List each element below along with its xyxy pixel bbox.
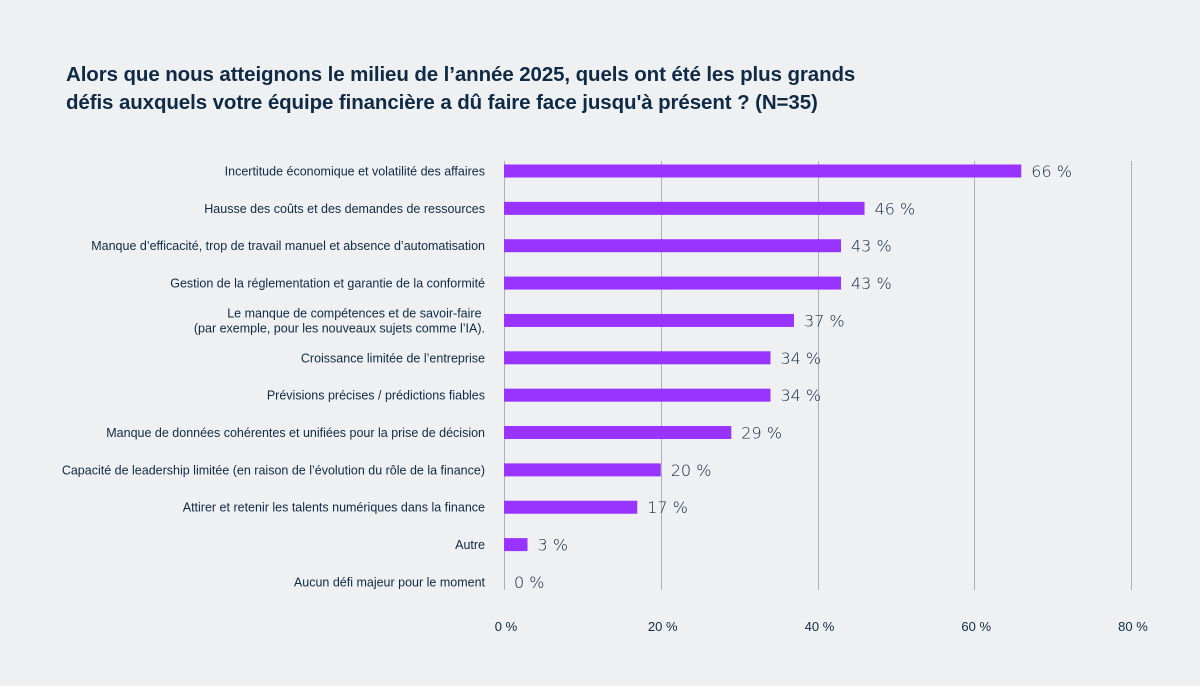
bar xyxy=(504,201,865,215)
bars xyxy=(504,164,1022,552)
bar xyxy=(504,239,842,253)
x-tick-label: 0 % xyxy=(495,619,518,634)
value-labels: 66 % 46 % 43 % 43 % 37 % 34 % 34 % 29 % 20 % 17 %… xyxy=(514,162,1072,592)
x-tick-label: 40 % xyxy=(805,619,835,634)
bar xyxy=(504,388,771,402)
category-label: Le manque de compétences et de savoir-fa… xyxy=(194,306,485,335)
value-label: 43 % xyxy=(851,237,892,256)
value-label: 34 % xyxy=(780,386,821,405)
value-label: 0 % xyxy=(514,573,544,592)
chart-title-line-1: Alors que nous atteignons le milieu de l… xyxy=(66,63,856,86)
category-label: Attirer et retenir les talents numérique… xyxy=(183,501,485,515)
category-label: Manque de données cohérentes et unifiées… xyxy=(106,426,485,440)
category-label: Incertitude économique et volatilité des… xyxy=(225,165,485,179)
value-label: 34 % xyxy=(780,349,821,368)
value-label: 17 % xyxy=(647,498,688,517)
category-label: Manque d’efficacité, trop de travail man… xyxy=(91,239,485,253)
bar xyxy=(504,463,661,477)
bar xyxy=(504,276,842,290)
bar xyxy=(504,538,528,552)
x-axis-tick-labels: 0 % 20 % 40 % 60 % 80 % xyxy=(495,619,1148,634)
value-label: 37 % xyxy=(804,311,845,330)
category-labels: Incertitude économique et volatilité des… xyxy=(62,165,486,590)
category-label: Capacité de leadership limitée (en raiso… xyxy=(62,463,485,477)
bar xyxy=(504,500,638,514)
category-label: Autre xyxy=(455,538,485,552)
value-label: 66 % xyxy=(1031,162,1072,181)
value-label: 29 % xyxy=(741,424,782,443)
x-tick-label: 80 % xyxy=(1118,619,1148,634)
gridlines xyxy=(504,161,1132,590)
chart-title: Alors que nous atteignons le milieu de l… xyxy=(66,61,966,117)
value-label: 3 % xyxy=(538,536,568,555)
value-label: 46 % xyxy=(875,199,916,218)
category-label: Gestion de la réglementation et garantie… xyxy=(170,277,485,291)
bar xyxy=(504,313,794,327)
bar xyxy=(504,164,1022,178)
x-tick-label: 60 % xyxy=(961,619,991,634)
category-label: Croissance limitée de l’entreprise xyxy=(301,351,485,365)
category-label: Prévisions précises / prédictions fiable… xyxy=(267,389,485,403)
chart-title-line-2: défis auxquels votre équipe financière a… xyxy=(66,91,818,114)
x-tick-label: 20 % xyxy=(648,619,678,634)
value-label: 43 % xyxy=(851,274,892,293)
value-label: 20 % xyxy=(671,461,712,480)
category-label: Hausse des coûts et des demandes de ress… xyxy=(204,202,485,216)
bar xyxy=(504,426,732,440)
bar xyxy=(504,351,771,365)
category-label: Aucun défi majeur pour le moment xyxy=(294,575,486,589)
